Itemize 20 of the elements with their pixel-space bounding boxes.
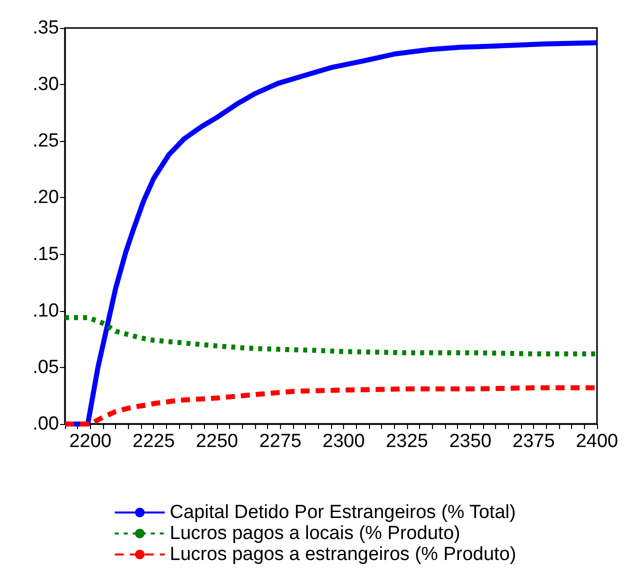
y-tick-label: .10 <box>32 300 59 322</box>
x-tick-label: 2250 <box>196 431 238 452</box>
x-tick-label: 2375 <box>512 431 555 452</box>
y-tick-label: .30 <box>32 74 59 96</box>
y-tick-label: .15 <box>32 244 59 265</box>
x-tick-label: 2400 <box>576 431 618 452</box>
y-tick-label: .00 <box>32 414 59 434</box>
y-tick-label: .35 <box>32 18 59 38</box>
x-tick-label: 2275 <box>259 431 302 452</box>
x-tick-label: 2300 <box>322 431 365 452</box>
legend-label: Lucros pagos a locais (% Produto) <box>170 523 460 544</box>
y-tick-label: .25 <box>32 130 59 152</box>
x-tick-label: 2200 <box>69 431 112 452</box>
y-tick-label: .20 <box>32 187 59 208</box>
x-tick-label: 2325 <box>386 431 428 452</box>
x-tick-label: 2225 <box>132 431 175 452</box>
x-tick-label: 2350 <box>449 431 492 452</box>
legend-label: Capital Detido Por Estrangeiros (% Total) <box>170 502 516 523</box>
y-tick-label: .05 <box>32 356 59 378</box>
legend-label: Lucros pagos a estrangeiros (% Produto) <box>170 544 516 565</box>
